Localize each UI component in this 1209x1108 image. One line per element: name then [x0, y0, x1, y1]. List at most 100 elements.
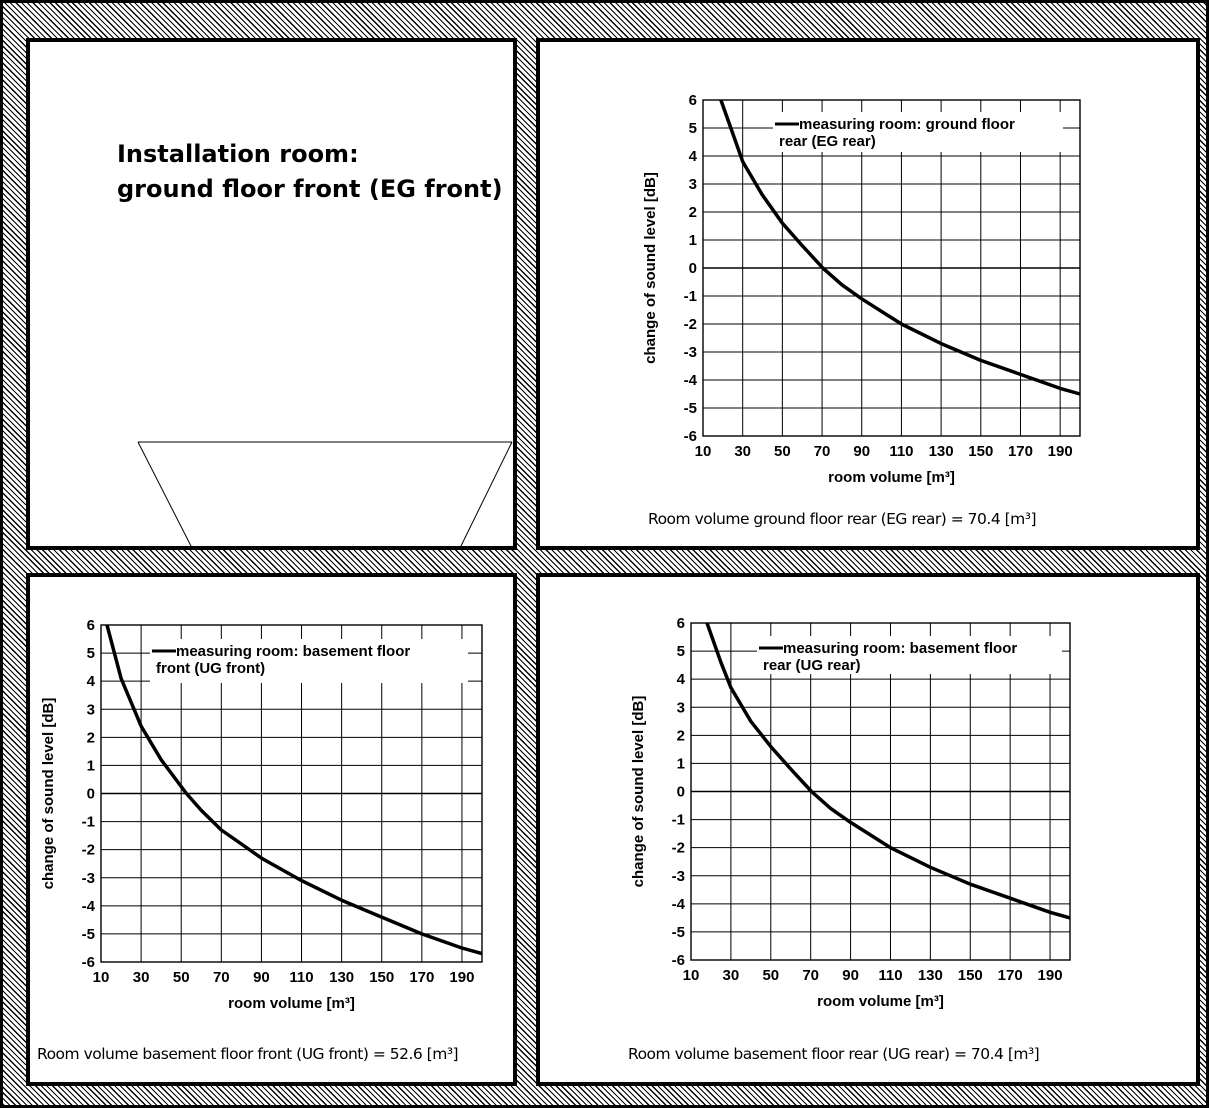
- x-tick-label: 170: [998, 967, 1023, 984]
- y-tick-label: 5: [689, 120, 697, 137]
- legend-label-line1: measuring room: ground floor: [799, 116, 1015, 133]
- y-tick-label: -6: [684, 428, 697, 445]
- x-tick-label: 10: [683, 967, 700, 984]
- legend-box: [773, 112, 1063, 152]
- legend-label-line1: measuring room: basement floor: [176, 643, 410, 660]
- x-tick-label: 50: [774, 443, 791, 460]
- legend-label-line1: measuring room: basement floor: [783, 640, 1017, 657]
- x-tick-label: 30: [734, 443, 751, 460]
- y-tick-label: 2: [677, 727, 685, 744]
- y-tick-label: 0: [87, 786, 95, 803]
- caption-ug-front: Room volume basement floor front (UG fro…: [37, 1045, 459, 1063]
- x-axis-label: room volume [m³]: [817, 993, 944, 1010]
- x-tick-label: 130: [918, 967, 943, 984]
- x-tick-label: 190: [1048, 443, 1073, 460]
- caption-ug-rear: Room volume basement floor rear (UG rear…: [628, 1045, 1040, 1063]
- y-tick-label: 6: [689, 92, 697, 109]
- y-axis-label: change of sound level [dB]: [642, 172, 659, 364]
- x-tick-label: 30: [133, 969, 150, 986]
- y-tick-label: -3: [672, 868, 685, 885]
- series-line: [719, 99, 1081, 396]
- x-tick-label: 50: [762, 967, 779, 984]
- plot-border: [100, 624, 483, 963]
- y-tick-label: -6: [82, 954, 95, 971]
- x-tick-label: 110: [889, 443, 913, 460]
- y-tick-label: -6: [672, 952, 685, 969]
- x-tick-label: 90: [853, 443, 870, 460]
- y-tick-label: -5: [82, 926, 95, 943]
- caption-eg-rear: Room volume ground floor rear (EG rear) …: [648, 510, 1037, 528]
- installation-room-panel: [26, 38, 517, 550]
- x-tick-label: 110: [878, 967, 902, 984]
- y-tick-label: 3: [87, 701, 95, 718]
- x-tick-label: 10: [695, 443, 712, 460]
- y-tick-label: -4: [684, 372, 698, 389]
- y-tick-label: -4: [82, 898, 96, 915]
- x-tick-label: 150: [958, 967, 983, 984]
- y-tick-label: -2: [672, 840, 685, 857]
- x-tick-label: 70: [213, 969, 230, 986]
- x-tick-label: 150: [369, 969, 394, 986]
- y-tick-label: 4: [677, 671, 686, 688]
- plot-border: [702, 99, 1081, 437]
- x-tick-label: 70: [802, 967, 819, 984]
- installation-title-line1: Installation room:: [117, 140, 359, 168]
- y-tick-label: -4: [672, 896, 686, 913]
- y-axis-label: change of sound level [dB]: [630, 696, 647, 888]
- y-axis-label: change of sound level [dB]: [40, 698, 57, 890]
- x-axis-label: room volume [m³]: [828, 469, 955, 486]
- y-tick-label: 3: [689, 176, 697, 193]
- x-tick-label: 70: [814, 443, 831, 460]
- y-tick-label: -5: [684, 400, 697, 417]
- y-tick-label: 4: [87, 673, 96, 690]
- y-tick-label: 4: [689, 148, 698, 165]
- y-tick-label: 2: [689, 204, 697, 221]
- legend-label-line2: rear (EG rear): [779, 133, 876, 150]
- y-tick-label: -2: [684, 316, 697, 333]
- y-tick-label: 0: [689, 260, 697, 277]
- y-tick-label: 3: [677, 699, 685, 716]
- y-tick-label: 6: [87, 617, 95, 634]
- x-tick-label: 50: [173, 969, 190, 986]
- x-tick-label: 30: [723, 967, 740, 984]
- plot-border: [690, 622, 1071, 961]
- series-line: [705, 622, 1071, 920]
- installation-title-line2: ground floor front (EG front): [117, 175, 503, 203]
- x-tick-label: 10: [93, 969, 110, 986]
- x-tick-label: 170: [1008, 443, 1033, 460]
- y-tick-label: 6: [677, 615, 685, 632]
- x-tick-label: 190: [1038, 967, 1063, 984]
- y-tick-label: -1: [684, 288, 697, 305]
- legend-box: [757, 636, 1062, 674]
- legend-box: [150, 639, 468, 683]
- y-tick-label: -3: [82, 870, 95, 887]
- y-tick-label: 1: [689, 232, 697, 249]
- x-tick-label: 130: [329, 969, 354, 986]
- y-tick-label: 0: [677, 784, 685, 801]
- installation-room-title: Installation room: ground floor front (E…: [117, 137, 503, 207]
- x-tick-label: 110: [289, 969, 313, 986]
- x-tick-label: 150: [968, 443, 993, 460]
- y-tick-label: 5: [677, 643, 685, 660]
- y-tick-label: -2: [82, 842, 95, 859]
- y-tick-label: 2: [87, 729, 95, 746]
- x-tick-label: 90: [253, 969, 270, 986]
- y-tick-label: 5: [87, 645, 95, 662]
- y-tick-label: 1: [87, 757, 95, 774]
- series-line: [105, 624, 483, 956]
- y-tick-label: -5: [672, 924, 685, 941]
- x-tick-label: 190: [449, 969, 474, 986]
- legend-label-line2: rear (UG rear): [763, 657, 861, 674]
- y-tick-label: 1: [677, 755, 685, 772]
- y-tick-label: -3: [684, 344, 697, 361]
- y-tick-label: -1: [82, 814, 95, 831]
- x-tick-label: 170: [409, 969, 434, 986]
- legend-label-line2: front (UG front): [156, 660, 265, 677]
- x-tick-label: 130: [929, 443, 954, 460]
- x-tick-label: 90: [842, 967, 859, 984]
- y-tick-label: -1: [672, 812, 685, 829]
- x-axis-label: room volume [m³]: [228, 995, 355, 1012]
